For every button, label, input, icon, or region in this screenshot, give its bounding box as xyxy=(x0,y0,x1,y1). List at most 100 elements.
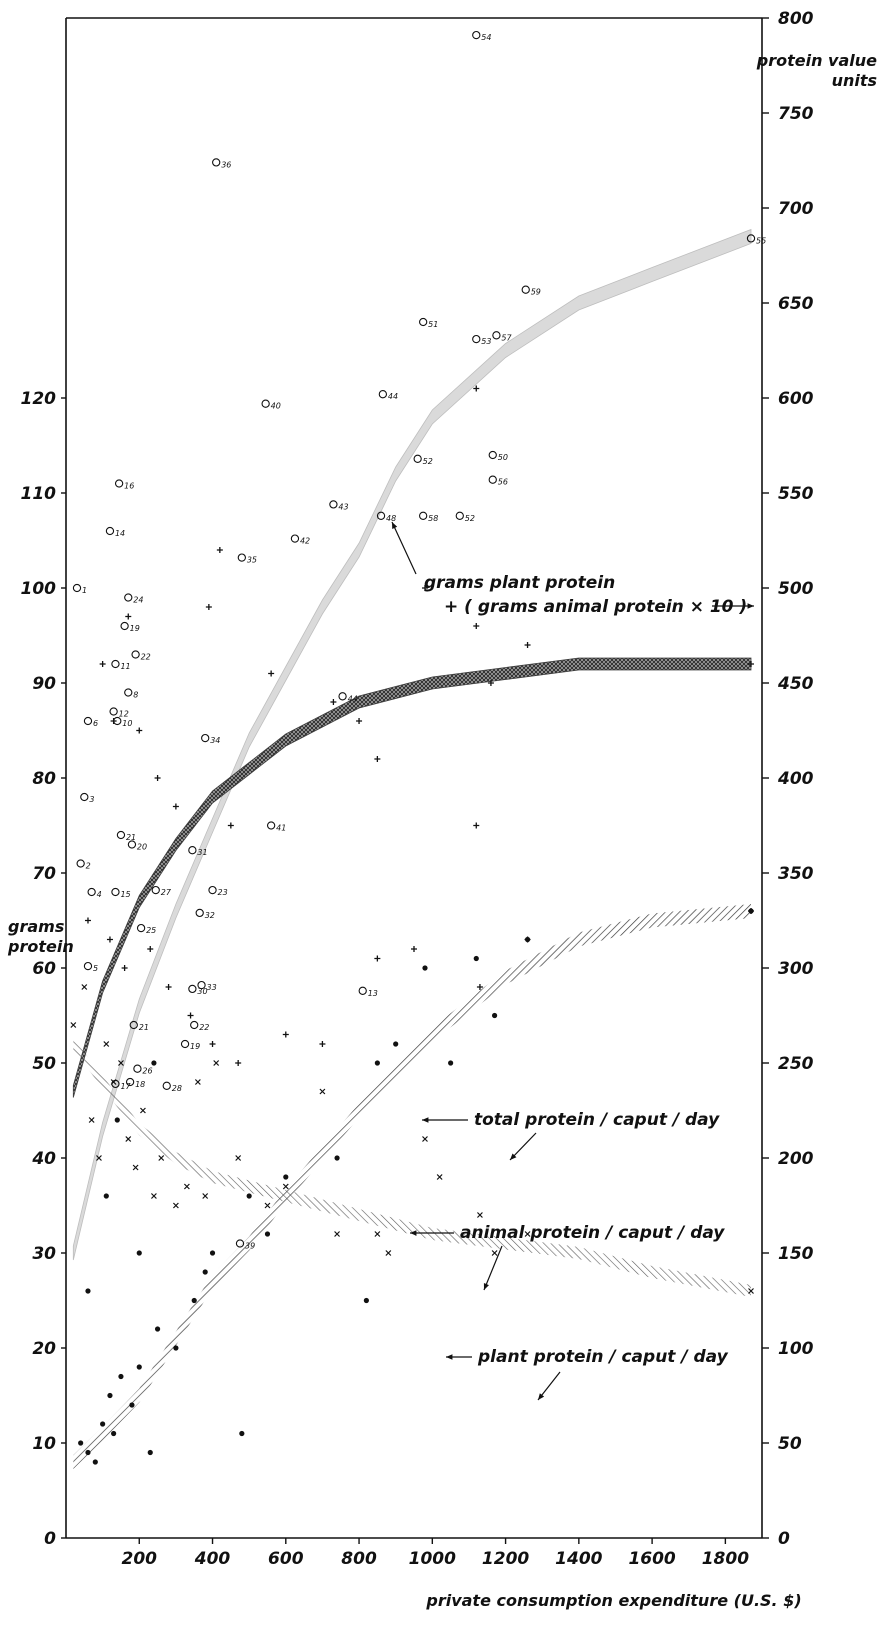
arrow-animal-left-head xyxy=(410,1230,417,1236)
arrow-protein-value-head xyxy=(392,522,398,529)
protein-value-point xyxy=(162,1081,171,1090)
total-protein-point xyxy=(476,984,483,990)
grams-protein-point-label: 22 xyxy=(141,653,151,662)
animal-protein-point xyxy=(103,1193,109,1199)
animal-protein-point xyxy=(422,965,428,971)
grams-protein-point xyxy=(111,659,120,669)
protein-value-point xyxy=(376,511,386,520)
left-tick-label: 60 xyxy=(32,959,56,979)
protein-value-point-label: 39 xyxy=(245,1242,255,1251)
grams-protein-point-label: 4 xyxy=(97,890,102,899)
x-tick-label: 1000 xyxy=(409,1549,456,1569)
left-tick-label: 50 xyxy=(32,1054,56,1074)
protein-value-point xyxy=(188,846,197,855)
protein-value-point xyxy=(111,887,120,897)
x-tick-label: 1800 xyxy=(702,1549,749,1569)
protein-value-point-label: 34 xyxy=(210,736,220,745)
animal-protein-point xyxy=(334,1155,340,1161)
x-tick-label: 600 xyxy=(268,1549,304,1569)
arrow-plant-left-head xyxy=(446,1354,453,1360)
animal-protein-point xyxy=(85,1449,91,1456)
animal-protein-point xyxy=(92,1459,98,1465)
protein-value-point xyxy=(488,450,497,460)
left-tick-label: 30 xyxy=(32,1244,56,1264)
total-protein-point xyxy=(165,984,172,990)
protein-value-point xyxy=(201,733,210,743)
plant-protein-point xyxy=(491,1250,498,1256)
total-protein-point xyxy=(330,699,337,705)
grams-protein-point-label: 24 xyxy=(133,596,143,605)
animal-protein-point xyxy=(748,908,754,914)
plant-protein-point xyxy=(235,1155,242,1161)
plant-protein-point xyxy=(436,1174,443,1180)
animal-protein-band xyxy=(73,904,752,1469)
protein-value-point-label: 59 xyxy=(531,288,541,297)
protein-value-point-label: 50 xyxy=(498,453,508,462)
protein-value-point-label: 32 xyxy=(205,911,215,920)
animal-protein-point xyxy=(154,1326,161,1332)
grams-protein-point-label: 20 xyxy=(137,843,147,852)
plant-protein-point xyxy=(202,1193,209,1199)
protein-value-point-label: 44 xyxy=(388,392,398,401)
plant-protein-point xyxy=(213,1060,220,1066)
animal-protein-point xyxy=(491,1012,498,1019)
plant-protein-point xyxy=(385,1250,392,1256)
protein-value-point xyxy=(188,984,197,994)
protein-value-point xyxy=(136,923,146,933)
plant-protein-point xyxy=(264,1202,271,1209)
plant-protein-point xyxy=(81,984,88,990)
grams-protein-point-label: 14 xyxy=(115,529,125,538)
total-protein-point xyxy=(106,936,113,943)
total-protein-point xyxy=(121,965,128,971)
protein-value-point-label: 19 xyxy=(190,1042,200,1051)
grams-protein-point xyxy=(105,526,115,536)
protein-value-point-label: 43 xyxy=(338,502,348,511)
right-tick-label: 800 xyxy=(778,9,814,29)
total-protein-point xyxy=(84,917,91,924)
protein-value-point xyxy=(83,961,93,971)
grams-protein-point-label: 21 xyxy=(126,833,136,842)
protein-value-point xyxy=(455,511,464,520)
total-protein-point xyxy=(172,803,179,810)
arrow-animal-down-head xyxy=(483,1283,489,1290)
left-tick-label: 100 xyxy=(21,579,57,599)
protein-value-point xyxy=(358,986,367,995)
plant-protein-point xyxy=(282,1183,289,1190)
total-protein-point xyxy=(235,1060,242,1066)
right-tick-label: 300 xyxy=(778,959,814,979)
grams-protein-point-label: 11 xyxy=(120,662,130,671)
grams-protein-point-label: 19 xyxy=(130,624,140,633)
total-protein-point xyxy=(99,661,106,667)
arrow-total-left-head xyxy=(422,1117,429,1123)
protein-value-band xyxy=(72,228,752,1261)
grams-protein-point-label: 8 xyxy=(133,691,138,700)
total-protein-point xyxy=(187,1012,194,1019)
protein-value-point-label: 31 xyxy=(197,848,207,857)
right-axis-title: protein value xyxy=(756,51,877,70)
animal-protein-point xyxy=(100,1421,106,1427)
protein-value-point-label: 23 xyxy=(218,888,228,897)
plant-protein-point xyxy=(88,1117,95,1123)
annotation-plant-protein: plant protein / caput / day xyxy=(477,1347,729,1367)
total-protein-point xyxy=(411,946,417,952)
total-protein-point xyxy=(154,775,161,781)
plant-protein-point xyxy=(319,1088,326,1095)
animal-protein-point xyxy=(202,1269,208,1275)
plant-protein-point xyxy=(183,1183,190,1190)
grams-protein-point xyxy=(72,583,82,593)
plant-protein-point xyxy=(158,1155,165,1161)
grams-protein-point-label: 6 xyxy=(93,719,98,728)
total-protein-point xyxy=(268,670,275,677)
protein-value-point xyxy=(492,331,501,340)
protein-value-point xyxy=(190,1020,199,1030)
animal-protein-point xyxy=(107,1392,113,1399)
total-protein-point xyxy=(227,822,234,829)
x-tick-label: 400 xyxy=(194,1549,231,1569)
trend-bands xyxy=(72,228,752,1469)
left-tick-label: 90 xyxy=(32,674,56,694)
protein-value-point xyxy=(180,1039,190,1049)
total-protein-point xyxy=(356,718,363,724)
grams-protein-point xyxy=(109,707,118,716)
